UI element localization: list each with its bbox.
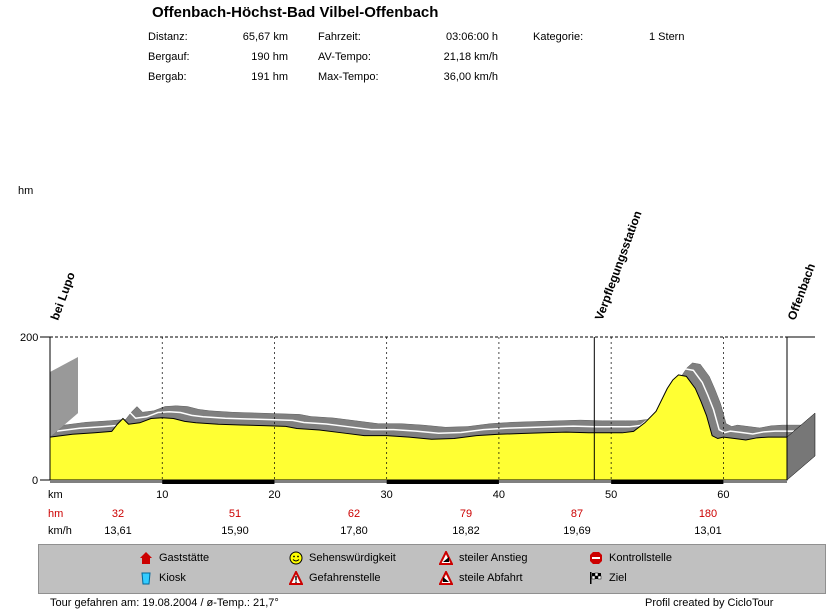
axis-segment [611,480,724,484]
x-tick-label: 30 [381,489,393,501]
legend-label: steiler Anstieg [459,552,528,564]
legend-item-sehenswuerdigkeit: Sehenswürdigkeit [289,551,396,565]
stat-value-distanz: 65,67 km [242,31,288,43]
x-axis-label: km [48,489,63,501]
marker-label: Verpflegungsstation [592,209,645,322]
cup-icon [139,571,153,585]
kmh-row-label: km/h [48,525,72,537]
stat-label-fahrzeit: Fahrzeit: [318,31,361,43]
legend-label: steile Abfahrt [459,572,523,584]
legend-label: Ziel [609,572,627,584]
legend-label: Sehenswürdigkeit [309,552,396,564]
legend-label: Kiosk [159,572,186,584]
legend-label: Kontrollstelle [609,552,672,564]
marker-label: bei Lupo [48,270,78,322]
legend-label: Gefahrenstelle [309,572,381,584]
hm-row-value: 79 [460,508,472,520]
profile-area [49,374,788,481]
x-tick-label: 10 [156,489,168,501]
stat-label-max-tempo: Max-Tempo: [318,71,379,83]
hm-row-label: hm [48,508,63,520]
hm-row-value: 62 [348,508,360,520]
stat-label-av-tempo: AV-Tempo: [318,51,371,63]
profile-road-line [56,368,794,435]
x-tick-label: 60 [717,489,729,501]
hm-row-value: 87 [571,508,583,520]
profile-end-side [786,412,816,481]
smiley-icon [289,551,303,565]
footer-credit: Profil created by CicloTour [645,597,774,609]
kmh-row-value: 19,69 [563,525,591,537]
kmh-row-value: 15,90 [221,525,249,537]
axis-segment [386,480,499,484]
x-tick-label: 40 [493,489,505,501]
legend-item-gaststaette: Gaststätte [139,551,209,565]
finish-flag-icon [589,571,603,585]
footer-tour-info: Tour gefahren am: 19.08.2004 / ø-Temp.: … [50,597,279,609]
steep-climb-icon [438,549,454,565]
marker-label: Offenbach [785,261,818,322]
steep-descent-icon [438,569,454,585]
profile-start-wall [50,357,78,438]
stat-value-kategorie: 1 Stern [649,31,685,43]
legend-item-gefahrenstelle: Gefahrenstelle [288,569,381,585]
legend-label: Gaststätte [159,552,210,564]
stat-value-av-tempo: 21,18 km/h [443,51,498,63]
stat-label-kategorie: Kategorie: [533,31,584,43]
legend-item-ziel: Ziel [589,571,627,585]
x-tick-label: 20 [268,489,280,501]
house-icon [139,551,153,565]
kmh-row-value: 13,01 [694,525,722,537]
kmh-row-value: 13,61 [104,525,132,537]
hm-row-value: 51 [229,508,241,520]
stat-value-bergab: 191 hm [251,71,288,83]
stat-value-bergauf: 190 hm [251,51,288,63]
axis-segment [162,480,275,484]
stat-label-bergab: Bergab: [148,71,187,83]
legend-item-kontrollstelle: Kontrollstelle [589,551,672,565]
hm-row-value: 32 [112,508,124,520]
stat-value-fahrzeit: 03:06:00 h [446,31,498,43]
kmh-row-value: 17,80 [340,525,368,537]
stat-label-bergauf: Bergauf: [148,51,190,63]
stop-icon [589,551,603,565]
kmh-row-value: 18,82 [452,525,480,537]
legend-item-kiosk: Kiosk [139,571,186,585]
legend-item-steile-abfahrt: steile Abfahrt [438,569,523,585]
hm-row-value: 180 [699,508,717,520]
warning-icon [288,569,304,585]
x-tick-label: 50 [605,489,617,501]
stat-label-distanz: Distanz: [148,31,188,43]
stat-value-max-tempo: 36,00 km/h [443,71,498,83]
y-tick-label: 200 [20,332,38,344]
y-axis-label: hm [18,185,33,197]
legend-panel: Gaststätte Kiosk Sehenswürdigkeit Gefahr… [38,544,826,594]
elevation-profile-chart: hm 200 0 km 10 20 30 40 50 60 hm km/h 32 13,61 51 15,90… [18,185,818,537]
legend-item-steiler-anstieg: steiler Anstieg [438,549,528,565]
tour-title: Offenbach-Höchst-Bad Vilbel-Offenbach [152,4,439,21]
y-tick-label: 0 [32,475,38,487]
